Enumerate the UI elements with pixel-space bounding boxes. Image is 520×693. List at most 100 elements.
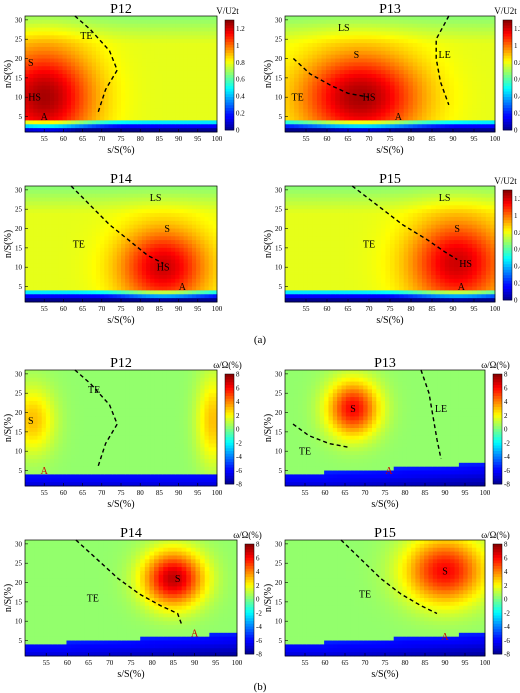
heatmap-cell: [162, 97, 168, 102]
heatmap-cell: [100, 236, 105, 241]
heatmap-cell: [285, 108, 290, 114]
heatmap-cell: [321, 85, 327, 90]
heatmap-cell: [316, 62, 322, 67]
heatmap-cell: [54, 93, 59, 98]
y-tick-label: 25: [275, 36, 283, 44]
heatmap-cell: [141, 298, 147, 303]
heatmap-cell: [29, 278, 34, 284]
panel-title: P13: [379, 2, 401, 17]
heatmap-cell: [29, 213, 34, 218]
heatmap-cell: [353, 104, 359, 110]
heatmap-cell: [158, 116, 164, 121]
heatmap-cell: [330, 232, 336, 237]
heatmap-cell: [476, 128, 482, 133]
heatmap-cell: [66, 23, 72, 28]
colorbar-segment: [225, 97, 234, 101]
heatmap-cell: [412, 81, 418, 86]
heatmap-cell: [133, 236, 139, 241]
heatmap-cell: [179, 282, 184, 287]
heatmap-cell: [179, 216, 184, 222]
heatmap-cell: [344, 93, 350, 98]
heatmap-cell: [41, 201, 47, 206]
heatmap-cell: [137, 74, 143, 79]
x-tick-label: 60: [60, 305, 68, 313]
heatmap-cell: [298, 232, 304, 237]
heatmap-cell: [312, 120, 318, 125]
heatmap-cell: [116, 224, 122, 229]
heatmap-cell: [453, 112, 459, 117]
heatmap-cell: [104, 193, 109, 198]
heatmap-cell: [95, 16, 101, 21]
heatmap-cell: [108, 27, 114, 32]
heatmap-cell: [116, 58, 122, 63]
heatmap-cell: [87, 274, 93, 280]
heatmap-cell: [166, 228, 172, 233]
heatmap-cell: [37, 240, 43, 245]
heatmap-cell: [141, 39, 147, 44]
heatmap-cell: [95, 128, 101, 133]
heatmap-cell: [444, 104, 450, 110]
heatmap-cell: [326, 240, 332, 245]
heatmap-cell: [112, 46, 118, 52]
heatmap-cell: [312, 112, 318, 117]
heatmap-cell: [344, 74, 350, 79]
heatmap-cell: [449, 58, 455, 63]
heatmap-cell: [166, 120, 172, 125]
heatmap-cell: [154, 81, 159, 86]
heatmap-cell: [371, 298, 377, 303]
heatmap-cell: [321, 282, 327, 287]
heatmap-cell: [154, 70, 159, 75]
heatmap-cell: [467, 128, 473, 133]
heatmap-cell: [166, 278, 172, 284]
x-tick-label: 90: [450, 135, 458, 143]
heatmap-cell: [62, 294, 68, 299]
heatmap-cell: [376, 232, 382, 237]
heatmap-cell: [472, 101, 478, 106]
heatmap-cell: [37, 46, 43, 52]
heatmap-cell: [100, 247, 105, 253]
heatmap-cell: [33, 267, 38, 272]
heatmap-cell: [344, 54, 350, 59]
heatmap-cell: [321, 290, 327, 295]
heatmap-cell: [187, 274, 193, 280]
heatmap-cell: [79, 16, 84, 21]
heatmap-cell: [408, 124, 414, 129]
heatmap-cell: [66, 101, 72, 106]
colorbar-segment: [225, 94, 234, 98]
heatmap-cell: [125, 201, 130, 206]
heatmap-cell: [339, 93, 345, 98]
heatmap-cell: [307, 251, 313, 256]
heatmap-cell: [362, 39, 368, 44]
heatmap-cell: [83, 232, 88, 237]
heatmap-cell: [146, 201, 151, 206]
heatmap-cell: [37, 220, 43, 226]
heatmap-cell: [390, 70, 395, 75]
heatmap-cell: [426, 54, 432, 59]
heatmap-cell: [312, 43, 318, 48]
heatmap-cell: [191, 213, 197, 218]
heatmap-cell: [294, 27, 300, 32]
heatmap-cell: [339, 31, 345, 36]
heatmap-cell: [326, 267, 332, 272]
heatmap-cell: [339, 54, 345, 59]
heatmap-cell: [200, 189, 205, 195]
region-label-hs: HS: [157, 263, 170, 274]
colorbar-segment: [225, 58, 234, 62]
heatmap-cell: [29, 282, 34, 287]
heatmap-cell: [298, 278, 304, 284]
heatmap-cell: [196, 286, 201, 291]
heatmap-cell: [116, 23, 122, 28]
heatmap-cell: [50, 267, 55, 272]
heatmap-cell: [204, 81, 210, 86]
heatmap-cell: [121, 274, 126, 280]
heatmap-cell: [371, 120, 377, 125]
heatmap-cell: [141, 294, 147, 299]
heatmap-cell: [344, 116, 350, 121]
heatmap-cell: [87, 16, 93, 21]
heatmap-cell: [394, 35, 400, 40]
heatmap-cell: [472, 39, 478, 44]
heatmap-cell: [316, 232, 322, 237]
heatmap-cell: [141, 120, 147, 125]
heatmap-cell: [417, 116, 423, 121]
heatmap-cell: [335, 43, 341, 48]
